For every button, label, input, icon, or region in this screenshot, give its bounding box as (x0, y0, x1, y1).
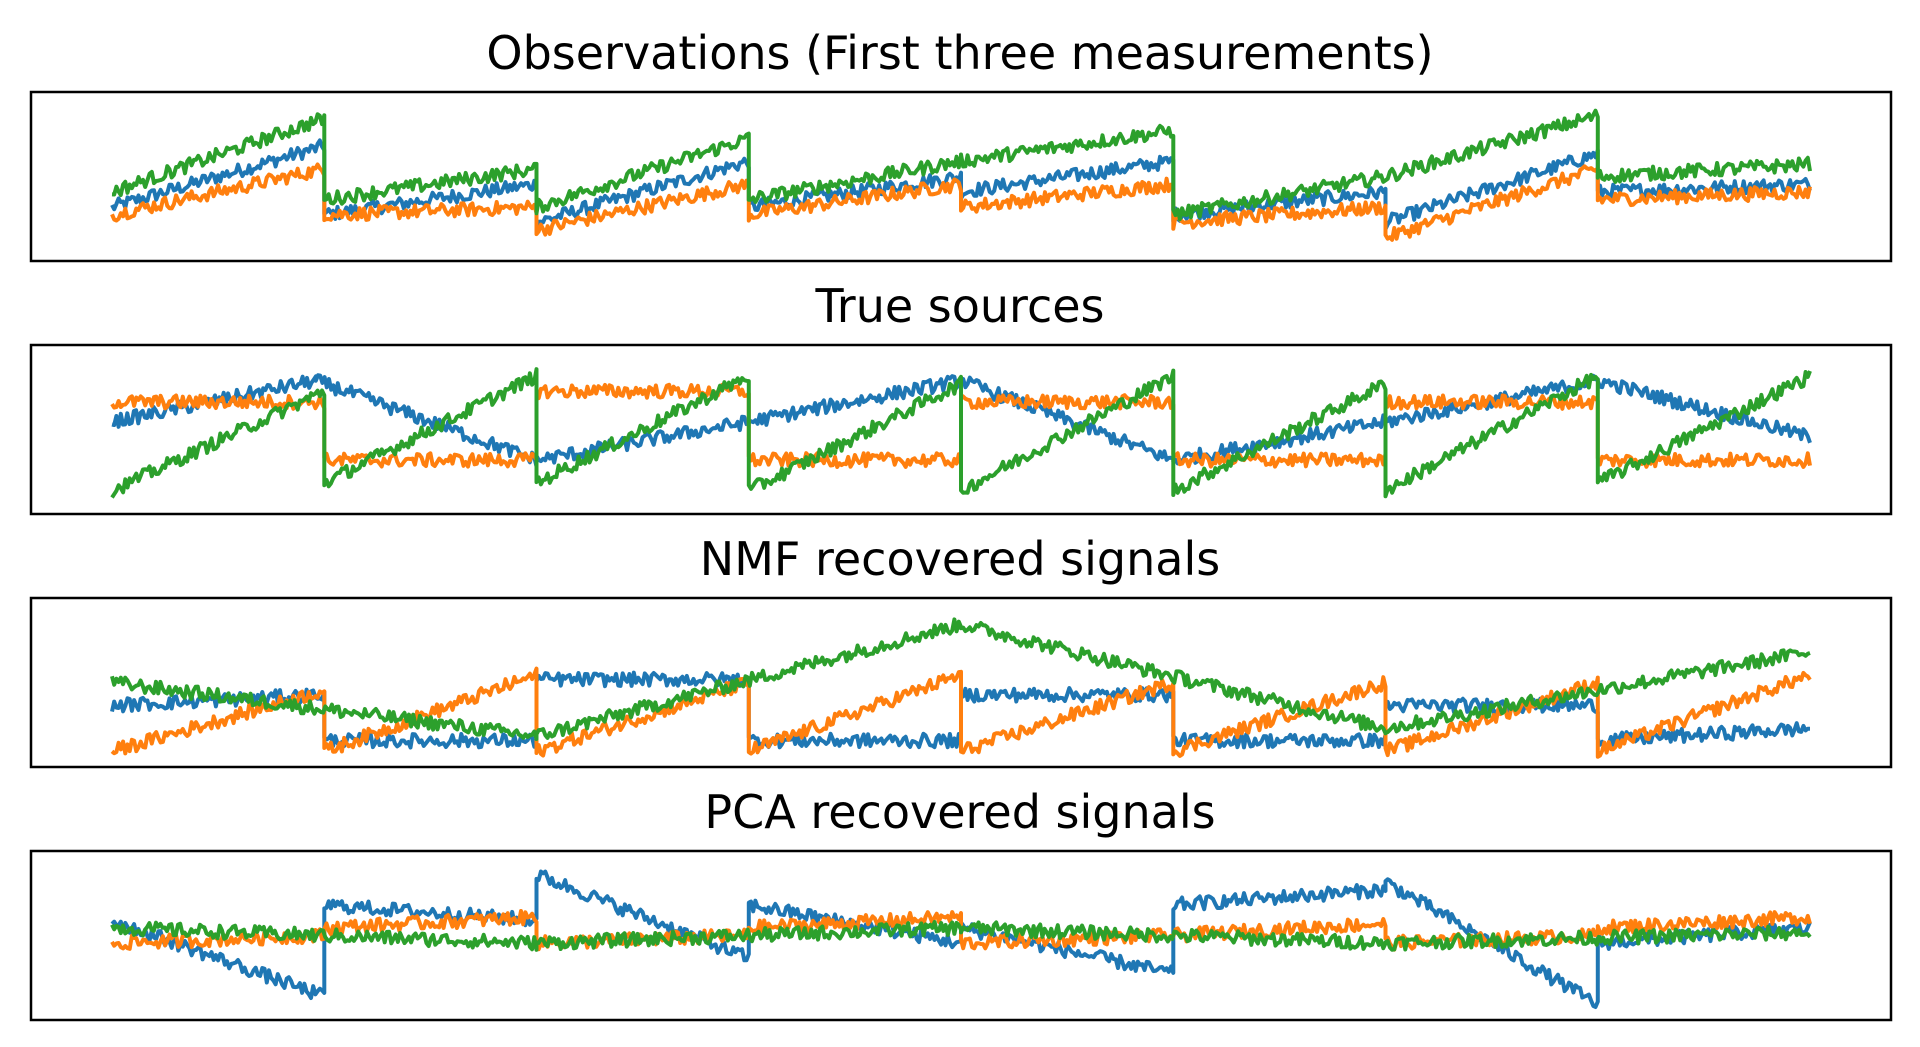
axes-frame-2 (29, 596, 1893, 769)
series-line-3-2 (110, 920, 1812, 952)
chart-title-true-sources: True sources (815, 279, 1105, 333)
axes-frame-3 (29, 849, 1893, 1022)
chart-title-pca: PCA recovered signals (704, 785, 1216, 839)
axes-frame-1 (29, 343, 1893, 516)
axes-frame-0 (29, 90, 1893, 263)
series-line-0-1 (110, 162, 1812, 242)
series-line-0-2 (111, 108, 1812, 222)
chart-title-nmf: NMF recovered signals (699, 532, 1221, 586)
series-line-1-2 (110, 367, 1812, 499)
chart-title-observations: Observations (First three measurements) (486, 26, 1434, 80)
series-line-2-2 (110, 617, 1811, 741)
